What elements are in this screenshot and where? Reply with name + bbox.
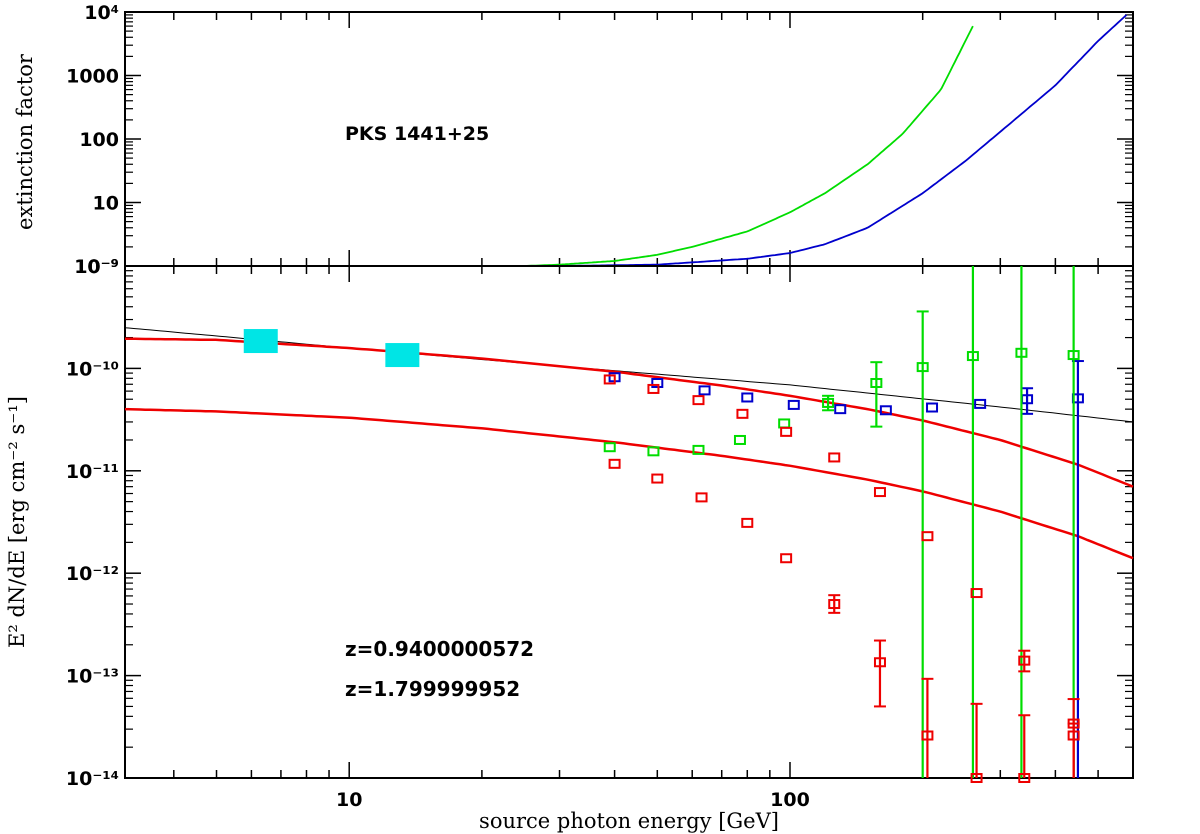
data-point <box>828 452 841 463</box>
data-point <box>736 408 749 419</box>
y-tick-label: 10⁴ <box>84 2 119 24</box>
data-point <box>1067 718 1080 729</box>
y-tick-label: 10⁻¹⁴ <box>66 768 119 790</box>
data-point <box>787 399 800 410</box>
bottom-y-axis-label: E² dN/dE [erg cm⁻² s⁻¹] <box>5 396 29 648</box>
data-points <box>243 266 1084 783</box>
data-point <box>741 392 754 403</box>
data-point <box>921 531 934 542</box>
data-point <box>1018 773 1031 783</box>
data-point <box>921 730 934 741</box>
data-point <box>692 444 705 455</box>
x-tick-label: 10 <box>336 789 362 811</box>
data-point <box>698 385 711 396</box>
data-point <box>879 405 892 416</box>
data-point <box>873 487 886 498</box>
y-tick-label: 10⁻¹⁰ <box>66 358 119 380</box>
model-curve-upper <box>124 337 1134 488</box>
data-point <box>1067 350 1080 361</box>
sed-panel: 10 100 10⁻¹⁴ 10⁻¹³ 10⁻¹² 10⁻¹¹ 10⁻¹⁰ 10⁻⁹ E² dN… <box>5 256 1134 833</box>
y-tick-label: 10⁻¹² <box>66 563 119 585</box>
bottom-panel-frame <box>124 265 1134 779</box>
data-point <box>651 473 664 484</box>
y-tick-label: 100 <box>79 129 119 151</box>
x-axis-label: source photon energy [GeV] <box>479 809 779 833</box>
data-point <box>834 404 847 415</box>
data-point <box>926 402 939 413</box>
model-lines <box>124 327 1134 560</box>
data-point <box>916 362 929 373</box>
y-tick-label: 10⁻⁹ <box>74 256 119 278</box>
data-point <box>780 553 793 564</box>
bottom-panel-ticks: 10 100 10⁻¹⁴ 10⁻¹³ 10⁻¹² 10⁻¹¹ 10⁻¹⁰ 10⁻⁹ <box>66 256 1134 811</box>
data-point <box>780 426 793 437</box>
data-point <box>974 398 987 409</box>
data-point <box>647 446 660 457</box>
y-tick-label: 10 <box>93 193 119 215</box>
source-name-annotation: PKS 1441+25 <box>345 123 489 145</box>
legend-redshift-blue: z=0.9400000572 <box>345 637 534 661</box>
data-point <box>822 397 835 408</box>
x-tick-label: 100 <box>770 789 810 811</box>
extinction-curve-green <box>524 25 974 267</box>
data-point-cyan <box>385 343 420 368</box>
data-point <box>966 351 979 362</box>
data-point <box>695 492 708 503</box>
data-point <box>647 383 660 394</box>
data-point <box>870 378 883 389</box>
data-point <box>1018 655 1031 666</box>
data-point <box>873 657 886 668</box>
data-point <box>778 418 791 429</box>
y-tick-label: 1000 <box>66 66 119 88</box>
data-point <box>970 588 983 599</box>
top-panel-frame <box>124 11 1134 267</box>
y-tick-label: 10⁻⁹ <box>74 256 119 278</box>
data-point-cyan <box>243 329 278 354</box>
extinction-panel: 10⁻⁹ 10 100 1000 10⁴ PKS 1441+25 extinction … <box>13 2 1134 278</box>
extinction-curve-blue <box>559 14 1128 267</box>
y-tick-label: 10⁻¹¹ <box>66 461 119 483</box>
data-point <box>1015 347 1028 358</box>
legend-redshift-green: z=1.799999952 <box>345 677 520 701</box>
data-point <box>733 434 746 445</box>
data-point <box>603 442 616 453</box>
data-point <box>603 374 616 385</box>
model-curve-lower <box>124 407 1134 560</box>
power-law-line <box>124 327 1134 423</box>
data-point <box>741 517 754 528</box>
data-point <box>608 458 621 469</box>
top-y-axis-label: extinction factor <box>13 53 37 230</box>
data-point <box>828 599 841 610</box>
y-tick-label: 10⁻¹³ <box>66 666 119 688</box>
extinction-curves <box>524 14 1128 267</box>
data-point <box>970 773 983 783</box>
top-panel-ticks: 10⁻⁹ 10 100 1000 10⁴ <box>66 2 1134 278</box>
data-point <box>651 378 664 389</box>
data-point <box>692 395 705 406</box>
